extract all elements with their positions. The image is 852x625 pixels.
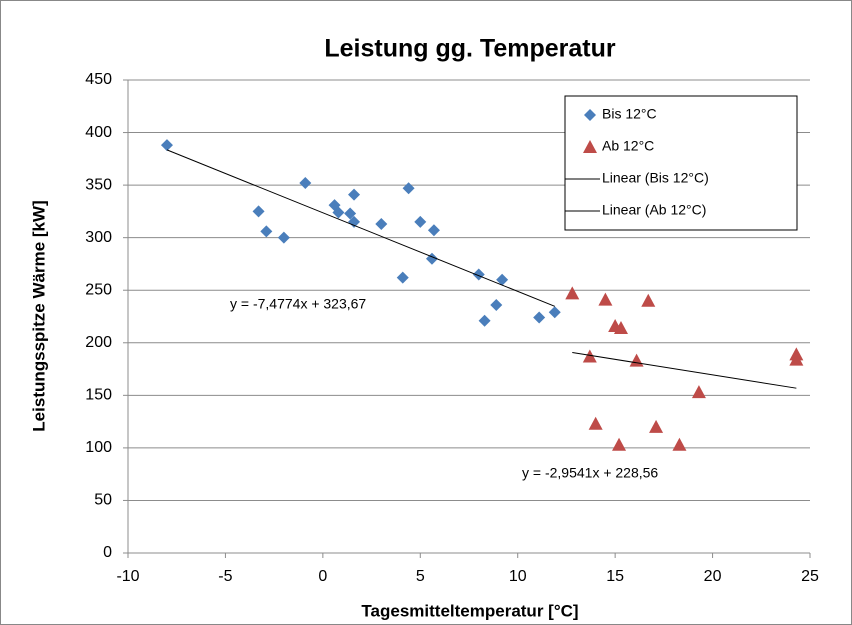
- point: [344, 207, 357, 220]
- y-tick-label: 150: [85, 387, 112, 404]
- legend-label: Linear (Ab 12°C): [602, 202, 706, 218]
- legend-marker: [583, 140, 597, 153]
- x-tick-label: 15: [606, 568, 624, 585]
- point: [478, 314, 491, 327]
- point: [789, 352, 804, 366]
- y-tick-label: 400: [85, 124, 112, 141]
- point: [414, 215, 427, 228]
- point: [496, 273, 509, 286]
- point: [548, 306, 561, 319]
- point: [691, 385, 706, 399]
- point: [396, 271, 409, 284]
- y-tick-label: 0: [103, 544, 112, 561]
- y-tick-label: 450: [85, 71, 112, 88]
- y-tick-label: 100: [85, 439, 112, 456]
- x-tick-label: 0: [318, 568, 327, 585]
- trend-line: [166, 149, 555, 307]
- point: [252, 205, 265, 218]
- point: [375, 218, 388, 231]
- point: [598, 292, 613, 306]
- y-tick-label: 200: [85, 334, 112, 351]
- point: [649, 419, 664, 433]
- trend-equation: y = -2,9541x + 228,56: [522, 465, 658, 481]
- x-axis-label: Tagesmitteltemperatur [°C]: [361, 601, 578, 620]
- point: [425, 252, 438, 265]
- point: [672, 437, 687, 451]
- x-tick-label: 20: [704, 568, 722, 585]
- point: [582, 349, 597, 363]
- point: [260, 225, 273, 238]
- point: [277, 231, 290, 244]
- point: [427, 224, 440, 237]
- legend-label: Ab 12°C: [602, 138, 654, 154]
- point: [472, 268, 485, 281]
- legend-box: [564, 95, 798, 231]
- x-tick-label: 25: [801, 568, 819, 585]
- point: [612, 437, 627, 451]
- legend-label: Bis 12°C: [602, 106, 657, 122]
- x-tick-label: 5: [416, 568, 425, 585]
- point: [299, 177, 312, 190]
- y-axis-label: Leistungsspitze Wärme [kW]: [29, 200, 48, 431]
- point: [160, 139, 173, 152]
- point: [402, 182, 415, 195]
- y-tick-label: 250: [85, 281, 112, 298]
- point: [565, 286, 580, 300]
- point: [490, 298, 503, 311]
- point: [332, 206, 345, 219]
- trend-line: [572, 352, 797, 389]
- trend-equation: y = -7,4774x + 323,67: [230, 296, 366, 312]
- chart-title: Leistung gg. Temperatur: [324, 35, 615, 63]
- y-tick-label: 50: [94, 492, 112, 509]
- point: [348, 188, 361, 201]
- legend-marker: [584, 109, 596, 121]
- legend-label: Linear (Bis 12°C): [602, 170, 709, 186]
- point: [613, 321, 628, 335]
- x-tick-label: -5: [218, 568, 232, 585]
- x-tick-label: -10: [116, 568, 139, 585]
- point: [533, 311, 546, 324]
- point: [641, 293, 656, 307]
- point: [588, 416, 603, 430]
- y-tick-label: 350: [85, 176, 112, 193]
- x-tick-label: 10: [509, 568, 527, 585]
- y-tick-label: 300: [85, 229, 112, 246]
- point: [348, 215, 361, 228]
